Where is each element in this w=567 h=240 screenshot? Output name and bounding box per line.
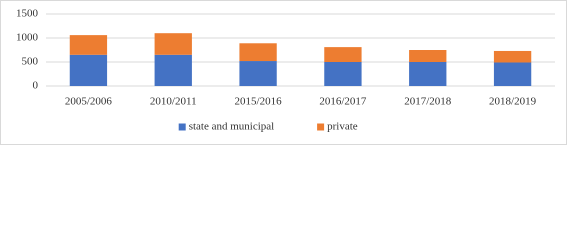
x-tick-label: 2016/2017: [319, 96, 367, 108]
bar-segment: [324, 47, 362, 62]
legend-label: private: [327, 121, 358, 133]
bar-segment: [154, 33, 192, 55]
y-tick-label: 500: [22, 56, 39, 68]
x-tick-label: 2017/2018: [404, 96, 452, 108]
bar-segment: [69, 54, 108, 86]
bar-segment: [239, 43, 277, 62]
bar-segment: [493, 50, 532, 63]
legend-swatch: [317, 123, 325, 131]
legend-swatch: [178, 123, 186, 131]
x-tick-label: 2018/2019: [489, 96, 537, 108]
x-tick-label: 2005/2006: [65, 96, 113, 108]
chart: 0 500 1000 1500 2005/2006 2010/2011 2015/2016 2…: [0, 0, 567, 145]
y-tick-label: 0: [33, 80, 39, 92]
y-tick-label: 1500: [16, 8, 39, 20]
bar-segment: [324, 62, 362, 86]
legend-label: state and municipal: [189, 121, 275, 133]
bar-segment: [69, 35, 108, 55]
x-tick-label: 2010/2011: [150, 96, 197, 108]
bar-segment: [493, 62, 532, 86]
bar-segment: [239, 61, 277, 86]
bar-segment: [409, 62, 447, 86]
bar-segment: [409, 50, 447, 62]
y-tick-label: 1000: [16, 32, 39, 44]
x-tick-label: 2015/2016: [235, 96, 283, 108]
bar-segment: [154, 54, 192, 86]
